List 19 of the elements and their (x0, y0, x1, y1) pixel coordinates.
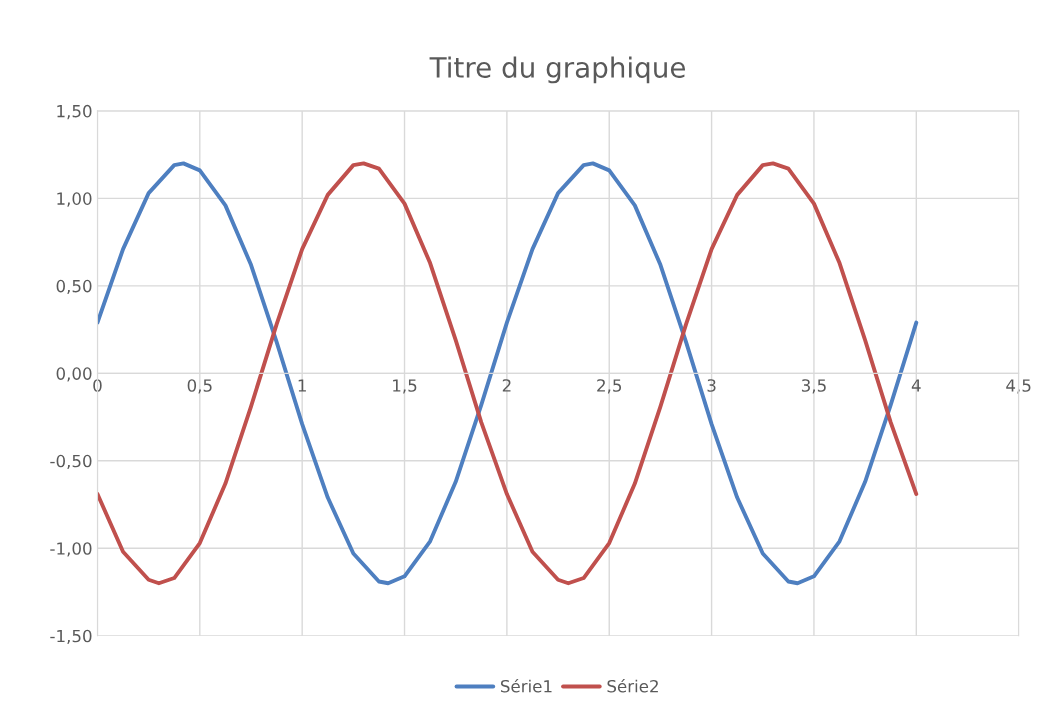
chart-title: Titre du graphique (429, 56, 686, 84)
y-tick-label: 0,00 (56, 367, 92, 382)
x-tick-label: 0,5 (187, 379, 212, 394)
legend-label: Série1 (500, 678, 552, 693)
legend-label: Série2 (607, 678, 658, 693)
x-tick-label: 2 (502, 379, 511, 392)
x-tick-label: 3,5 (801, 379, 826, 394)
x-tick-label: 1,5 (393, 379, 417, 394)
x-tick-label: 4 (911, 379, 921, 392)
y-tick-label: 0,50 (56, 279, 92, 295)
y-tick-label: -0,50 (50, 454, 92, 470)
y-tick-label: -1,00 (50, 542, 92, 557)
x-tick-label: 1 (298, 379, 306, 392)
x-tick-label: 2,5 (597, 379, 622, 394)
y-tick-label: 1,50 (57, 104, 92, 120)
x-tick-label: 4,5 (1006, 379, 1031, 394)
y-tick-label: -1,50 (50, 629, 92, 645)
x-tick-label: 3 (707, 379, 716, 392)
y-tick-label: 1,00 (57, 192, 92, 207)
